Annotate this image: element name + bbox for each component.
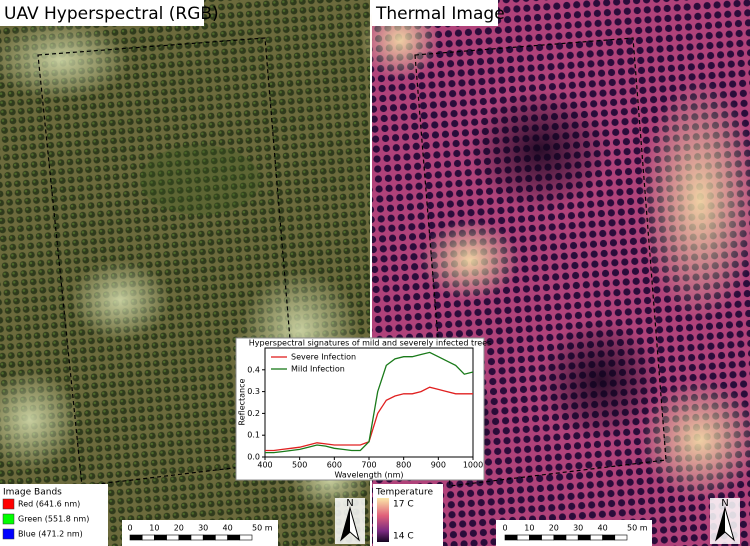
legend-swatch: [2, 498, 15, 510]
scale-label: 0: [502, 524, 507, 533]
legend-label: Green (551.8 nm): [18, 515, 89, 524]
scale-segment: [141, 534, 155, 541]
x-tick-label: 400: [257, 461, 272, 470]
scale-segment: [239, 534, 253, 541]
scale-segment: [129, 534, 143, 541]
chart-title: Hyperspectral signatures of mild and sev…: [249, 339, 491, 348]
scale-label: 50 m: [252, 524, 273, 533]
scale-label: 30: [198, 524, 208, 533]
north-label: N: [346, 498, 353, 509]
scale-segment: [529, 534, 542, 541]
north-arrow: [716, 508, 725, 540]
scale-label: 10: [149, 524, 159, 533]
north-label: N: [721, 498, 728, 509]
scale-segment: [154, 534, 167, 541]
panel-title: UAV Hyperspectral (RGB): [4, 4, 219, 24]
legend-label: Red (641.6 nm): [18, 500, 80, 509]
y-tick-label: 0.3: [247, 387, 260, 396]
scale-bar-box: [122, 520, 278, 546]
series-line: [265, 351, 474, 454]
scale-label: 10: [524, 524, 534, 533]
y-axis-label: Reflectance: [238, 378, 247, 425]
scale-label: 40: [598, 524, 608, 533]
scale-segment: [178, 534, 192, 541]
legend-swatch: [2, 528, 15, 540]
scale-segment: [190, 534, 204, 541]
legend-title: Temperature: [375, 488, 433, 498]
y-tick-label: 0.2: [247, 409, 260, 418]
scale-segment: [553, 534, 567, 541]
scale-segment: [614, 534, 628, 541]
temperature-legend: Temperature 17 C 14 C: [373, 484, 443, 546]
legend-label: Mild Infection: [291, 365, 345, 374]
scale-label: 50 m: [627, 524, 648, 533]
legend-label: Blue (471.2 nm): [18, 530, 83, 539]
x-axis-label: Wavelength (nm): [334, 471, 403, 480]
x-tick-label: 1000: [463, 461, 483, 470]
scale-segment: [504, 534, 518, 541]
scale-segment: [227, 534, 241, 541]
title-box: [0, 0, 204, 26]
legend-label: 17 C: [393, 500, 414, 510]
y-tick-label: 0.4: [247, 365, 260, 374]
scale-bar-box: [496, 520, 652, 546]
rgb-image: [0, 0, 370, 546]
scale-segment: [565, 534, 579, 541]
north-arrow: [341, 508, 350, 540]
scale-segment: [516, 534, 530, 541]
scale-label: 20: [549, 524, 559, 533]
legend-label: Severe Infection: [291, 353, 356, 362]
scale-segment: [166, 534, 180, 541]
x-tick-label: 900: [431, 461, 446, 470]
scale-segment: [202, 534, 216, 541]
scale-label: 20: [174, 524, 184, 533]
title-box: [372, 0, 498, 26]
scale-label: 0: [127, 524, 132, 533]
scale-segment: [541, 534, 555, 541]
scale-segment: [590, 534, 603, 541]
x-tick-label: 600: [327, 461, 342, 470]
inset-chart: Hyperspectral signatures of mild and sev…: [235, 337, 491, 481]
scale-segment: [602, 534, 616, 541]
x-tick-label: 700: [361, 461, 376, 470]
band-legend: Image Bands: [0, 484, 108, 546]
x-tick-label: 500: [292, 461, 307, 470]
scale-label: 30: [573, 524, 583, 533]
legend-label: 14 C: [393, 532, 414, 542]
panel-title: Thermal Image: [375, 4, 505, 24]
scale-label: 40: [223, 524, 233, 533]
y-tick-label: 0.1: [247, 431, 260, 440]
scale-segment: [577, 534, 591, 541]
x-tick-label: 800: [396, 461, 411, 470]
legend-title: Image Bands: [3, 488, 62, 498]
y-tick-label: 0.0: [247, 453, 260, 462]
scale-segment: [215, 534, 228, 541]
legend-swatch: [2, 513, 15, 525]
